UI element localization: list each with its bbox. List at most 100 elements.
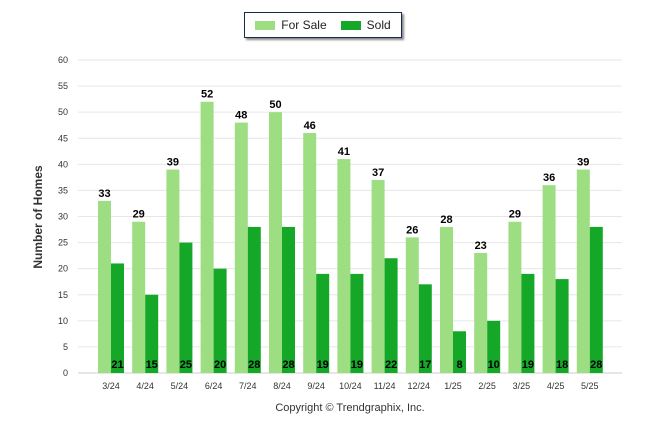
bar-sold (453, 331, 466, 373)
bar-sold (384, 258, 398, 373)
y-tick-label: 20 (58, 264, 68, 274)
x-tick-label: 3/25 (513, 381, 531, 391)
data-label-sold: 20 (214, 359, 226, 371)
data-label-sold: 25 (180, 359, 192, 371)
data-label-sold: 28 (590, 359, 602, 371)
data-label-for-sale: 33 (98, 188, 110, 200)
data-label-sold: 28 (282, 359, 294, 371)
bar-sold (247, 226, 261, 373)
data-label-sold: 21 (111, 359, 123, 371)
bar-for-sale (542, 185, 556, 373)
bar-sold (521, 273, 535, 373)
data-label-for-sale: 52 (201, 89, 213, 101)
data-label-sold: 10 (488, 359, 500, 371)
y-tick-label: 5 (63, 342, 68, 352)
data-label-for-sale: 26 (406, 224, 418, 236)
data-label-sold: 19 (317, 359, 329, 371)
bar-for-sale (234, 122, 248, 373)
y-tick-label: 60 (58, 55, 68, 65)
data-label-sold: 8 (456, 359, 462, 371)
bar-for-sale (405, 237, 419, 373)
legend-item-for-sale[interactable]: For Sale (255, 18, 327, 32)
data-label-sold: 19 (522, 359, 534, 371)
y-tick-label: 40 (58, 159, 68, 169)
bar-sold (145, 294, 159, 373)
y-tick-label: 50 (58, 107, 68, 117)
bar-sold (418, 284, 432, 373)
y-axis-ticks: 0 5 10 15 20 25 30 35 40 45 50 55 60 (58, 55, 68, 378)
data-label-for-sale: 41 (338, 146, 350, 158)
y-tick-label: 25 (58, 238, 68, 248)
data-label-for-sale: 23 (475, 240, 487, 252)
x-tick-label: 6/24 (205, 381, 223, 391)
x-tick-label: 5/24 (171, 381, 189, 391)
bars (98, 101, 603, 374)
bar-sold (213, 268, 227, 373)
x-tick-label: 10/24 (339, 381, 362, 391)
y-axis-label: Number of Homes (31, 165, 45, 269)
bar-for-sale (576, 169, 590, 373)
y-tick-label: 30 (58, 212, 68, 222)
legend: For Sale Sold (244, 12, 402, 38)
data-label-for-sale: 50 (269, 99, 281, 111)
bar-for-sale (303, 133, 317, 373)
bar-for-sale (269, 112, 282, 374)
y-tick-label: 55 (58, 81, 68, 91)
y-tick-label: 0 (63, 368, 68, 378)
bar-for-sale (440, 226, 453, 373)
bar-sold (589, 226, 603, 373)
bar-sold (316, 273, 330, 373)
x-tick-label: 9/24 (307, 381, 325, 391)
data-label-for-sale: 48 (235, 110, 247, 122)
data-label-sold: 15 (146, 359, 158, 371)
bar-sold (487, 320, 501, 373)
data-labels: 33 21 29 15 39 25 52 20 48 28 50 28 46 19 41 19 37 22 26 17… (98, 89, 602, 371)
x-tick-label: 4/25 (547, 381, 565, 391)
bar-for-sale (474, 253, 488, 373)
data-label-sold: 17 (419, 359, 431, 371)
data-label-sold: 22 (385, 359, 397, 371)
legend-label-sold: Sold (366, 18, 391, 32)
x-tick-label: 11/24 (374, 381, 396, 391)
y-tick-label: 45 (58, 133, 68, 143)
bar-for-sale (98, 200, 111, 373)
legend-swatch-sold (340, 20, 361, 30)
bar-for-sale (132, 221, 146, 373)
bar-for-sale (166, 169, 180, 373)
legend-swatch-for-sale (255, 20, 276, 30)
bar-sold (555, 279, 569, 373)
x-tick-label: 1/25 (444, 381, 462, 391)
y-tick-label: 15 (58, 290, 68, 300)
legend-item-sold[interactable]: Sold (340, 18, 391, 32)
data-label-for-sale: 29 (133, 209, 145, 221)
data-label-sold: 19 (351, 359, 363, 371)
bar-sold (111, 263, 124, 373)
bar-for-sale (337, 159, 351, 373)
data-label-for-sale: 39 (577, 157, 589, 169)
y-tick-label: 10 (58, 316, 68, 326)
data-label-for-sale: 29 (509, 209, 521, 221)
x-tick-label: 2/25 (478, 381, 496, 391)
data-label-for-sale: 46 (304, 120, 316, 132)
x-tick-label: 8/24 (273, 381, 291, 391)
bar-sold (179, 242, 193, 373)
x-tick-label: 4/24 (136, 381, 154, 391)
bar-sold (282, 226, 295, 373)
data-label-for-sale: 28 (440, 214, 452, 226)
y-tick-label: 35 (58, 185, 68, 195)
x-tick-label: 5/25 (581, 381, 599, 391)
x-tick-label: 7/24 (239, 381, 257, 391)
x-tick-label: 3/24 (102, 381, 120, 391)
data-label-sold: 28 (248, 359, 260, 371)
legend-label-for-sale: For Sale (281, 18, 327, 32)
x-tick-label: 12/24 (408, 381, 431, 391)
data-label-for-sale: 39 (167, 157, 179, 169)
data-label-for-sale: 36 (543, 172, 555, 184)
copyright-text: Copyright © Trendgraphix, Inc. (275, 402, 425, 414)
data-label-for-sale: 37 (372, 167, 384, 179)
bar-for-sale (508, 221, 522, 373)
bar-for-sale (200, 101, 214, 373)
bar-for-sale (371, 179, 385, 373)
bar-sold (350, 273, 364, 373)
